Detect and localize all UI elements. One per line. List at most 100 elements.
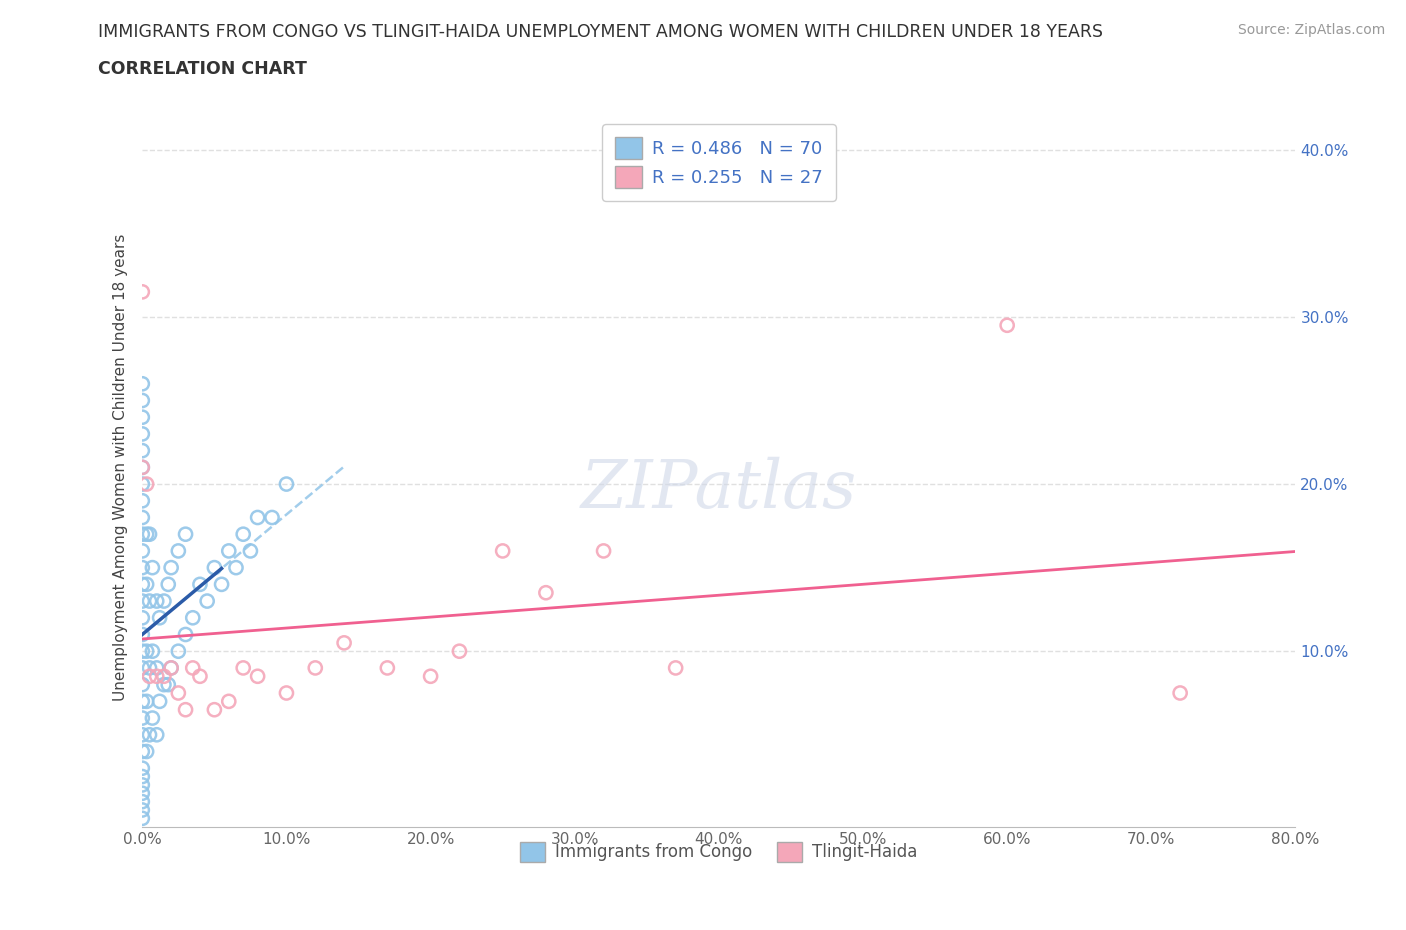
Point bbox=[131, 393, 153, 408]
Point bbox=[131, 777, 153, 792]
Point bbox=[135, 744, 157, 759]
Point bbox=[218, 694, 240, 709]
Point bbox=[188, 577, 211, 591]
Point bbox=[167, 543, 190, 558]
Point bbox=[138, 526, 160, 541]
Point bbox=[534, 585, 557, 600]
Point bbox=[131, 769, 153, 784]
Point bbox=[592, 543, 614, 558]
Point bbox=[135, 477, 157, 492]
Point bbox=[202, 702, 225, 717]
Point bbox=[188, 669, 211, 684]
Point bbox=[131, 477, 153, 492]
Point bbox=[167, 644, 190, 658]
Point bbox=[449, 644, 471, 658]
Point bbox=[135, 526, 157, 541]
Point bbox=[232, 660, 254, 675]
Point bbox=[246, 510, 269, 525]
Point bbox=[131, 510, 153, 525]
Point bbox=[276, 685, 298, 700]
Point bbox=[131, 786, 153, 801]
Point bbox=[145, 727, 167, 742]
Point bbox=[131, 610, 153, 625]
Point bbox=[138, 727, 160, 742]
Point bbox=[153, 669, 176, 684]
Point bbox=[1168, 685, 1191, 700]
Point bbox=[276, 477, 298, 492]
Point bbox=[135, 644, 157, 658]
Point bbox=[174, 627, 197, 642]
Point bbox=[141, 644, 163, 658]
Point bbox=[141, 711, 163, 725]
Point bbox=[131, 711, 153, 725]
Point bbox=[145, 593, 167, 608]
Point bbox=[131, 803, 153, 817]
Point bbox=[218, 543, 240, 558]
Point bbox=[131, 627, 153, 642]
Point bbox=[181, 660, 204, 675]
Point bbox=[131, 460, 153, 475]
Point bbox=[157, 577, 180, 591]
Point bbox=[260, 510, 283, 525]
Point bbox=[131, 744, 153, 759]
Y-axis label: Unemployment Among Women with Children Under 18 years: Unemployment Among Women with Children U… bbox=[114, 233, 128, 701]
Point bbox=[131, 427, 153, 442]
Point bbox=[138, 669, 160, 684]
Point bbox=[131, 444, 153, 458]
Point bbox=[131, 285, 153, 299]
Point bbox=[160, 660, 183, 675]
Point bbox=[131, 593, 153, 608]
Point bbox=[333, 635, 356, 650]
Point bbox=[131, 543, 153, 558]
Point bbox=[211, 577, 233, 591]
Point bbox=[131, 377, 153, 392]
Point bbox=[131, 761, 153, 776]
Point bbox=[138, 660, 160, 675]
Point bbox=[135, 694, 157, 709]
Text: CORRELATION CHART: CORRELATION CHART bbox=[98, 60, 308, 78]
Point bbox=[131, 660, 153, 675]
Point bbox=[149, 610, 172, 625]
Point bbox=[145, 669, 167, 684]
Point bbox=[225, 560, 247, 575]
Point bbox=[304, 660, 326, 675]
Point bbox=[149, 694, 172, 709]
Point bbox=[131, 644, 153, 658]
Point bbox=[131, 560, 153, 575]
Point bbox=[160, 660, 183, 675]
Point bbox=[157, 677, 180, 692]
Point bbox=[174, 526, 197, 541]
Point bbox=[195, 593, 218, 608]
Point bbox=[135, 577, 157, 591]
Point bbox=[181, 610, 204, 625]
Point bbox=[492, 543, 515, 558]
Point bbox=[995, 318, 1018, 333]
Text: Source: ZipAtlas.com: Source: ZipAtlas.com bbox=[1237, 23, 1385, 37]
Point bbox=[419, 669, 441, 684]
Point bbox=[131, 526, 153, 541]
Point bbox=[174, 702, 197, 717]
Point bbox=[239, 543, 262, 558]
Point bbox=[131, 794, 153, 809]
Point bbox=[131, 811, 153, 826]
Text: ZIPatlas: ZIPatlas bbox=[581, 457, 858, 522]
Point bbox=[145, 660, 167, 675]
Point bbox=[202, 560, 225, 575]
Point bbox=[131, 577, 153, 591]
Point bbox=[141, 560, 163, 575]
Point bbox=[131, 694, 153, 709]
Point bbox=[131, 410, 153, 425]
Point bbox=[246, 669, 269, 684]
Point bbox=[131, 677, 153, 692]
Point bbox=[167, 685, 190, 700]
Point bbox=[138, 593, 160, 608]
Point bbox=[160, 560, 183, 575]
Point bbox=[153, 593, 176, 608]
Legend: Immigrants from Congo, Tlingit-Haida: Immigrants from Congo, Tlingit-Haida bbox=[513, 835, 924, 869]
Point bbox=[232, 526, 254, 541]
Text: IMMIGRANTS FROM CONGO VS TLINGIT-HAIDA UNEMPLOYMENT AMONG WOMEN WITH CHILDREN UN: IMMIGRANTS FROM CONGO VS TLINGIT-HAIDA U… bbox=[98, 23, 1104, 41]
Point bbox=[131, 727, 153, 742]
Point bbox=[665, 660, 688, 675]
Point bbox=[131, 493, 153, 508]
Point bbox=[377, 660, 399, 675]
